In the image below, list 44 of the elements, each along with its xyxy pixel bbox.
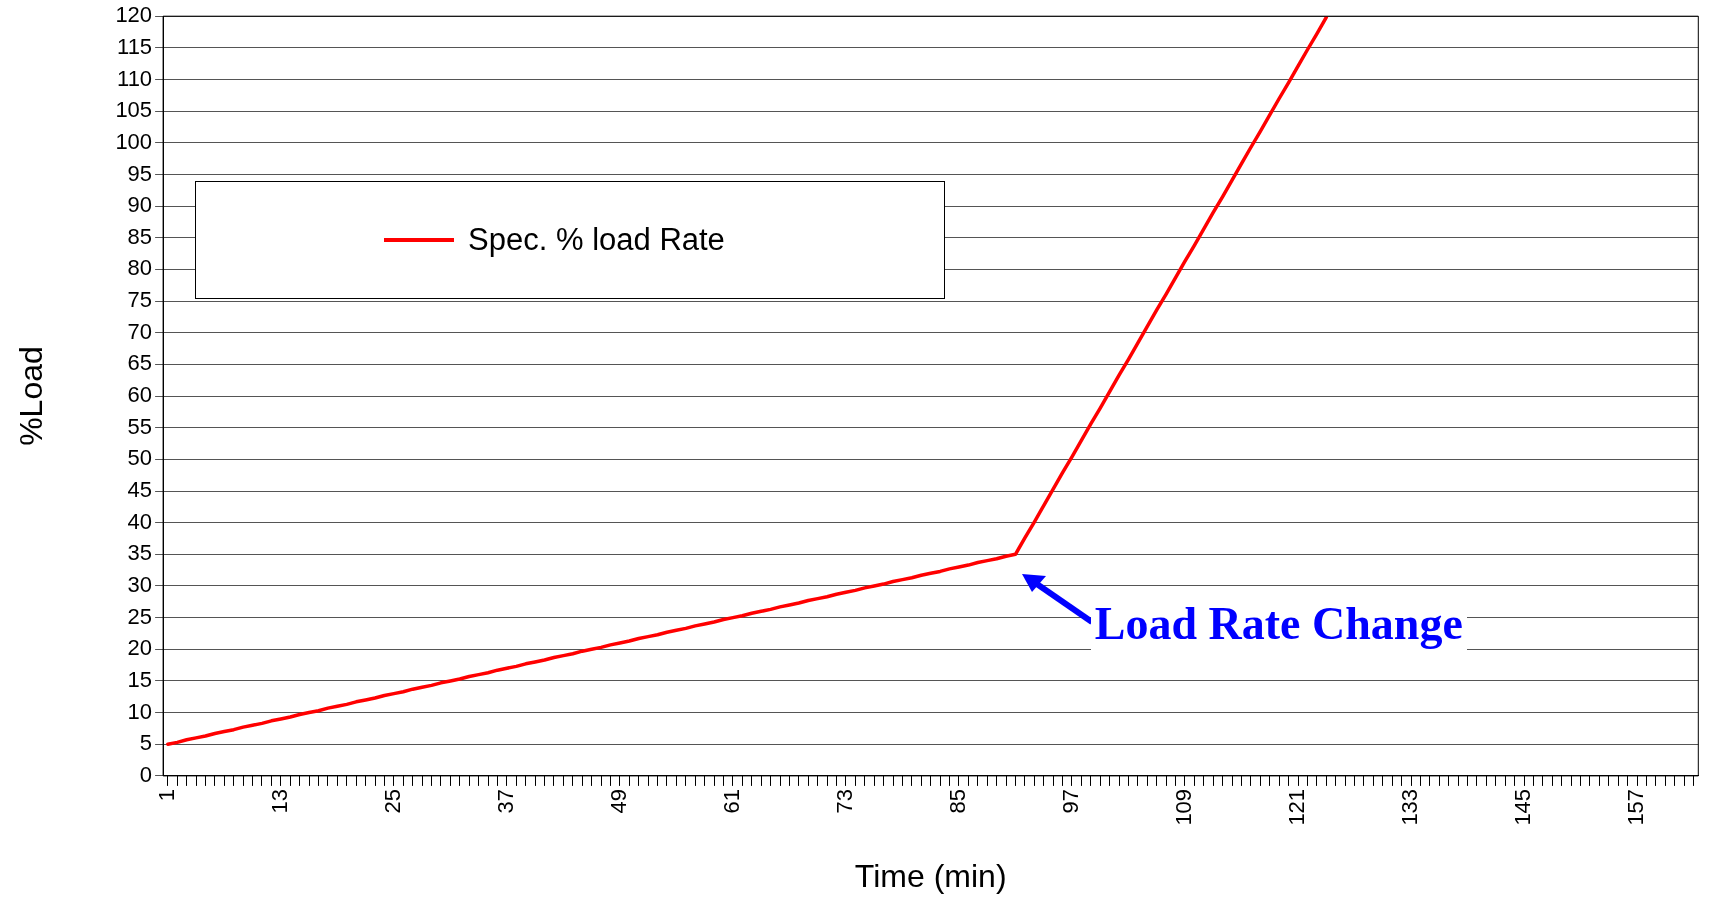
y-tick-label: 5	[139, 730, 153, 756]
y-tick-label: 15	[127, 666, 153, 692]
x-tick-label: 109	[1171, 788, 1197, 826]
y-tick-label: 45	[127, 477, 153, 503]
x-tick-label: 97	[1058, 788, 1084, 814]
legend-label: Spec. % load Rate	[468, 222, 725, 259]
x-tick-label: 157	[1623, 788, 1649, 826]
annotation: Load Rate Change	[1090, 597, 1467, 650]
y-tick-label: 105	[115, 97, 153, 123]
y-tick-label: 120	[115, 2, 153, 28]
x-tick-label: 85	[945, 788, 971, 814]
y-tick-label: 60	[127, 382, 153, 408]
y-tick-label: 90	[127, 192, 153, 218]
x-tick-label: 145	[1510, 788, 1536, 826]
y-tick-label: 110	[117, 65, 153, 91]
y-tick-label: 85	[127, 223, 153, 249]
y-tick-label: 40	[127, 508, 153, 534]
legend: Spec. % load Rate	[195, 181, 946, 300]
x-tick-label: 1	[153, 788, 179, 802]
y-tick-label: 80	[127, 255, 153, 281]
y-tick-label: 95	[127, 160, 153, 186]
x-axis-title: Time (min)	[854, 857, 1007, 894]
y-axis-title: %Load	[13, 346, 50, 446]
y-tick-label: 10	[127, 698, 153, 724]
x-tick-label: 133	[1397, 788, 1423, 826]
y-tick-label: 55	[127, 413, 153, 439]
y-tick-label: 100	[115, 128, 153, 154]
y-tick-label: 50	[127, 445, 153, 471]
y-tick-label: 35	[127, 540, 153, 566]
x-tick-label: 37	[492, 788, 518, 814]
y-tick-label: 65	[127, 350, 153, 376]
x-tick-label: 61	[718, 788, 744, 814]
y-tick-label: 75	[127, 287, 153, 313]
y-tick-label: 115	[117, 33, 153, 59]
x-tick-label: 25	[379, 788, 405, 814]
x-tick-label: 121	[1284, 788, 1310, 826]
y-tick-label: 0	[139, 761, 153, 787]
x-tick-label: 49	[605, 788, 631, 814]
y-tick-label: 20	[127, 635, 153, 661]
y-tick-label: 25	[127, 603, 153, 629]
x-tick-label: 73	[832, 788, 857, 814]
y-tick-label: 70	[127, 318, 153, 344]
x-tick-label: 13	[266, 788, 292, 814]
y-tick-label: 30	[127, 572, 153, 598]
